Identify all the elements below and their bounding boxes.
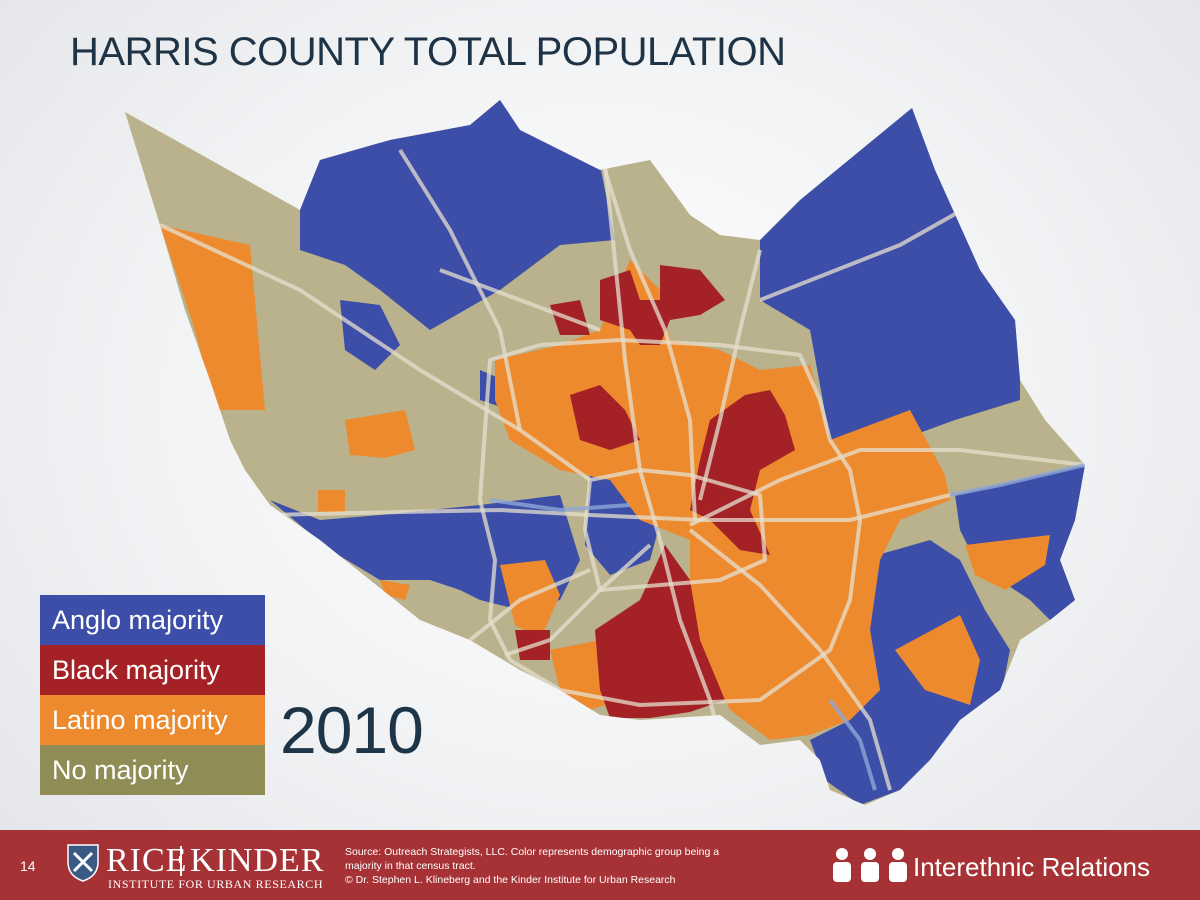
anglo-region-north [300,100,615,330]
page-number: 14 [20,858,36,874]
black-region-south [595,545,725,718]
latino-region-southwest [500,560,560,640]
source-line: Source: Outreach Strategists, LLC. Color… [345,846,720,858]
source-line: © Dr. Stephen L. Klineberg and the Kinde… [345,874,676,886]
year-label: 2010 [280,693,424,767]
source-line: majority in that census tract. [345,860,476,872]
logo-separator [180,846,182,876]
slide-title: HARRIS COUNTY TOTAL POPULATION [70,30,786,74]
latino-region-east-patch [965,535,1050,590]
latino-region-west-patch-2 [318,490,345,512]
latino-region-se-patch [895,615,980,705]
latino-region-west-patch [345,410,415,458]
series-label: Interethnic Relations [913,852,1151,882]
latino-region-northwest [160,225,265,410]
harris-county-map [125,100,1085,805]
map-legend: Anglo majority Black majority Latino maj… [40,595,265,795]
legend-item-black: Black majority [40,645,265,695]
anglo-region-west [270,495,580,610]
logo-rice: RICE [106,842,188,879]
footer-bar: 14 RICE KINDER INSTITUTE FOR URBAN RESEA… [0,830,1200,900]
anglo-region-northeast [760,105,1020,440]
legend-item-anglo: Anglo majority [40,595,265,645]
legend-item-no-majority: No majority [40,745,265,795]
black-region-west-inner [570,385,640,450]
rice-shield-icon [67,844,99,882]
legend-item-latino: Latino majority [40,695,265,745]
waterways [489,463,1085,791]
source-note: Source: Outreach Strategists, LLC. Color… [345,845,719,887]
highway-network [159,148,1085,791]
black-region-north [600,265,725,345]
logo-kinder: KINDER [190,842,325,879]
logo-subtitle: INSTITUTE FOR URBAN RESEARCH [108,877,324,891]
people-group-icon [833,848,907,882]
